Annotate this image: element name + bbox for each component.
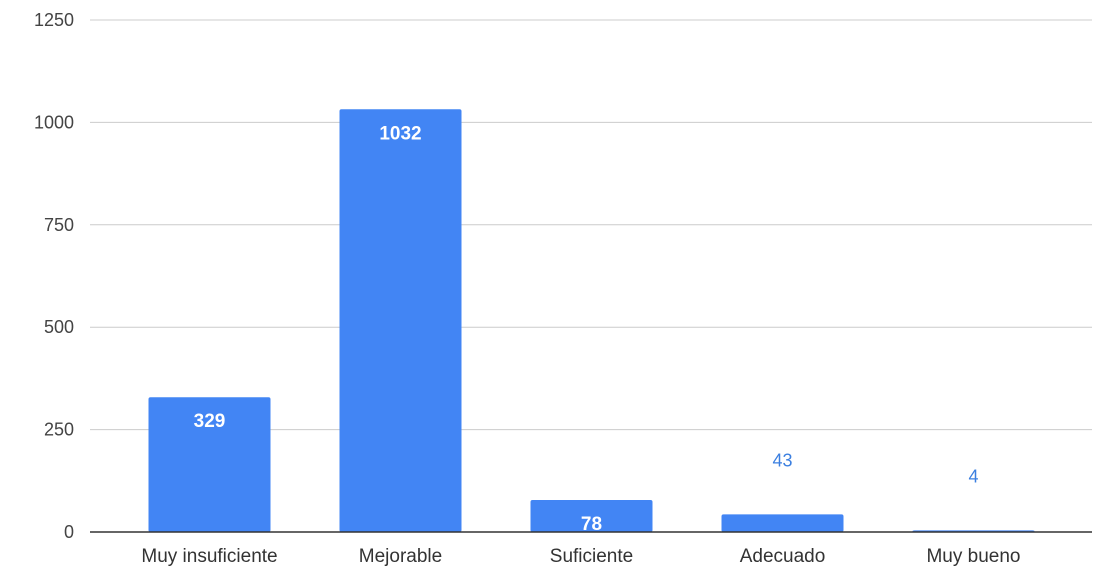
y-tick-label: 1000 <box>34 112 74 132</box>
y-tick-label: 500 <box>44 317 74 337</box>
x-category-label: Muy insuficiente <box>141 546 277 566</box>
y-axis-ticks: 0 250 500 750 1000 1250 <box>34 10 74 542</box>
data-label: 78 <box>581 514 602 535</box>
x-category-label: Muy bueno <box>926 546 1020 566</box>
y-tick-label: 1250 <box>34 10 74 30</box>
y-tick-label: 0 <box>64 522 74 542</box>
bars <box>148 109 1035 533</box>
gridlines <box>90 19 1092 431</box>
data-label: 1032 <box>379 123 421 144</box>
x-category-label: Suficiente <box>550 546 633 566</box>
x-axis-categories: Muy insuficiente Mejorable Suficiente Adecu… <box>141 546 1020 566</box>
data-label: 329 <box>194 411 226 432</box>
bar-suficiente <box>530 500 653 532</box>
data-label: 43 <box>772 450 792 470</box>
bar-mejorable <box>339 109 462 533</box>
x-category-label: Mejorable <box>359 546 442 566</box>
x-category-label: Adecuado <box>740 546 826 566</box>
data-labels: 329 1032 78 43 4 <box>194 123 979 535</box>
bar-muy-insuficiente <box>148 397 271 532</box>
data-label: 4 <box>968 466 978 486</box>
y-tick-label: 750 <box>44 215 74 235</box>
bar-adecuado <box>721 514 844 532</box>
y-tick-label: 250 <box>44 420 74 440</box>
